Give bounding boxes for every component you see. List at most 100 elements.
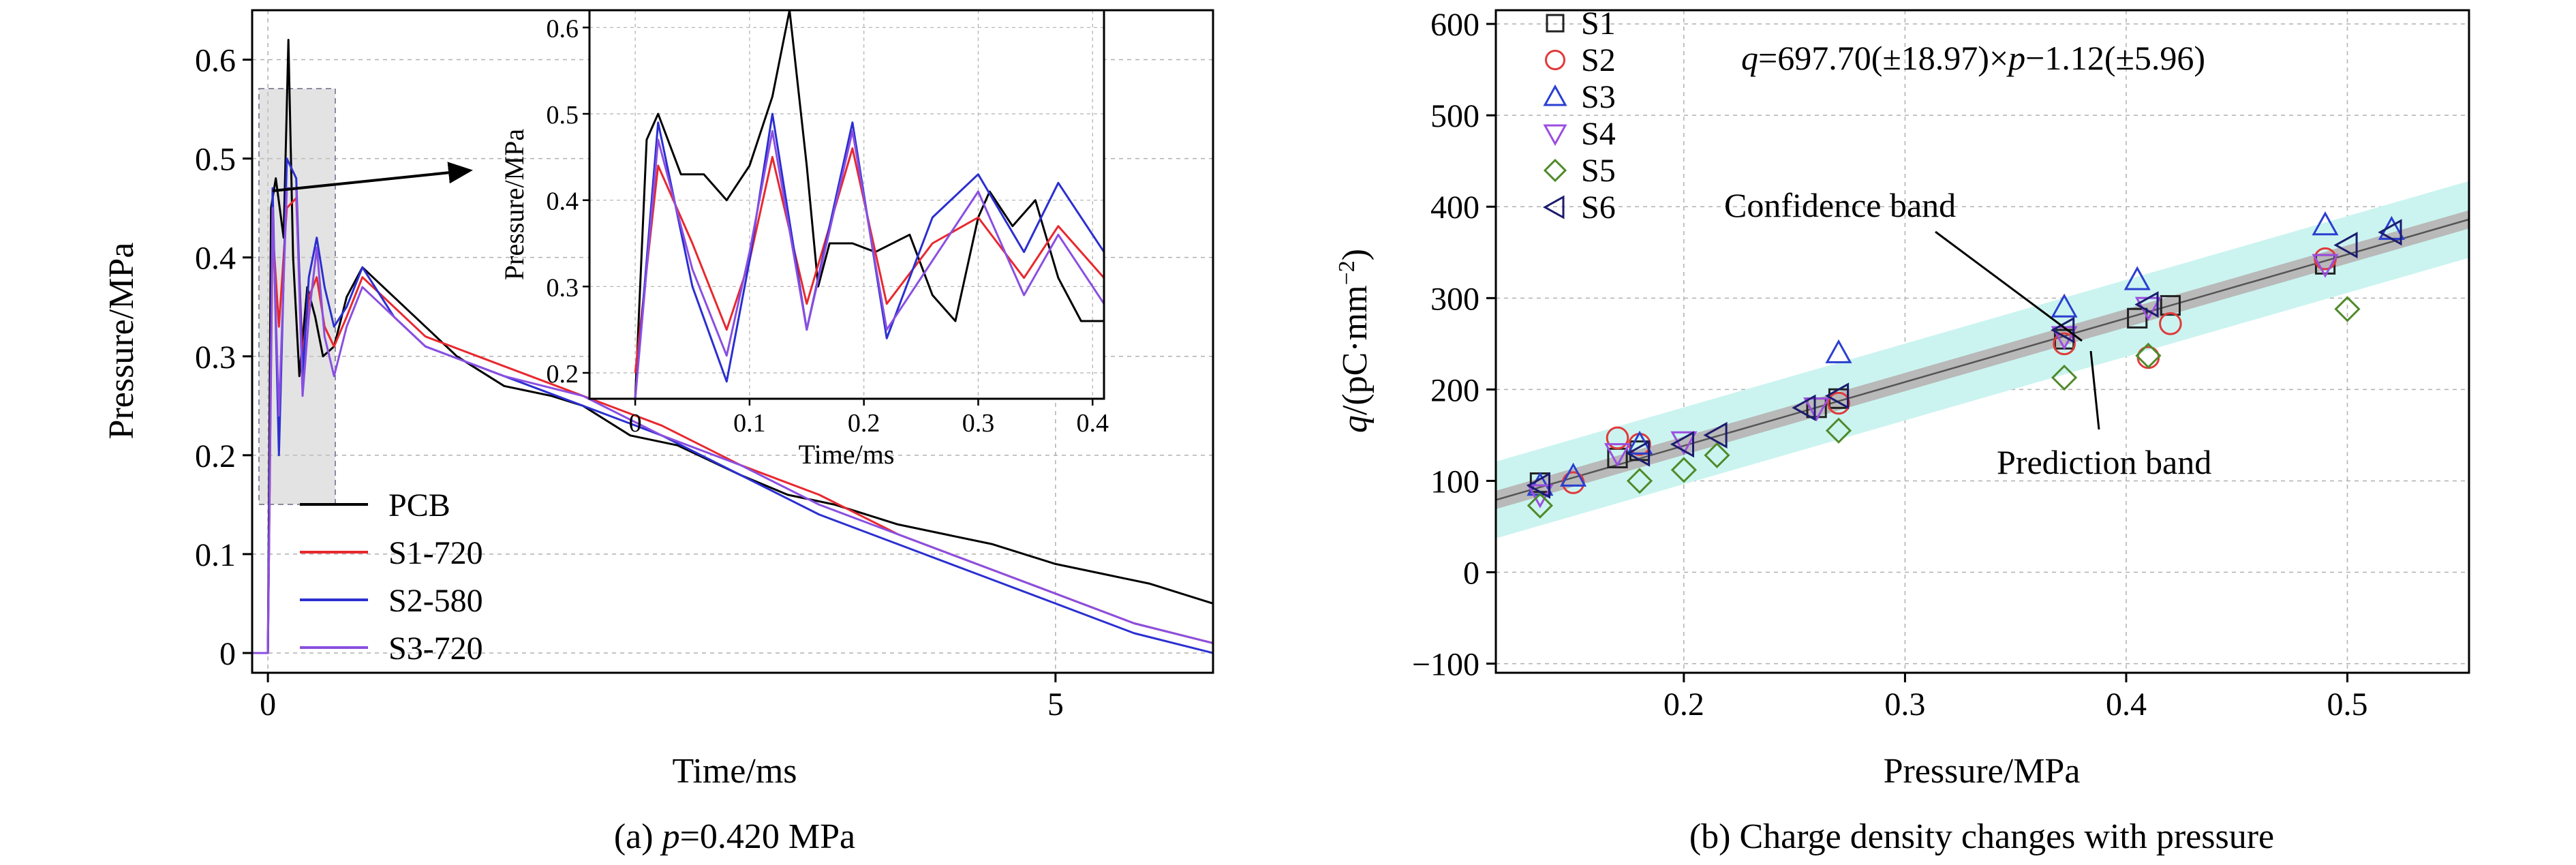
data-point-s2 [1606, 426, 1629, 450]
panel-a-caption: (a) p=0.420 MPa [614, 817, 855, 856]
inset-xtick-label: 0.1 [733, 409, 766, 438]
inset-xtick-label: 0.4 [1076, 409, 1109, 438]
panel-b-ytick-label: 600 [1430, 7, 1479, 43]
panel-b-xtick-label: 0.4 [2106, 686, 2147, 723]
inset-ytick-label: 0.5 [547, 101, 579, 130]
confidence-band-label: Confidence band [1724, 186, 1956, 224]
legend-label-s2-580: S2-580 [388, 583, 483, 619]
panel-a-y-axis-label: Pressure/MPa [102, 243, 141, 440]
fit-equation-p: p [2006, 39, 2025, 77]
data-point-s6 [2378, 219, 2402, 246]
panel-b-y-label-rest: /(pC·mm [1336, 285, 1375, 415]
panel-a-legend: PCB S1-720 S2-580 S3-720 [300, 487, 483, 667]
panel-b-bands [1495, 181, 2470, 538]
data-point-s4 [2312, 254, 2339, 278]
inset-ytick-label: 0.3 [547, 273, 579, 302]
data-point-s5 [1704, 442, 1730, 469]
inset-ytick-label: 0.2 [547, 360, 579, 389]
data-point-s6 [2051, 316, 2075, 344]
panel-b-y-axis-label: q/(pC·mm−2) [1334, 249, 1375, 433]
legend-marker-s5 [1543, 158, 1567, 183]
data-point-s3 [2051, 293, 2078, 318]
legend-label-s2: S2 [1581, 42, 1616, 78]
inset-ytick-label: 0.6 [547, 14, 579, 43]
panel-b-points [1526, 211, 2405, 519]
data-point-s5 [2334, 296, 2361, 322]
panel-b-y-label-var: q [1336, 415, 1375, 433]
panel-b-xtick-label: 0.2 [1663, 686, 1704, 723]
panel-a-ytick-label: 0.3 [195, 339, 236, 376]
data-point-s4 [1803, 397, 1830, 422]
inset-ytick-label: 0.4 [547, 187, 579, 216]
inset-y-axis-label: Pressure/MPa [499, 129, 530, 280]
data-point-s5 [1825, 417, 1852, 444]
data-point-s6 [1824, 382, 1850, 410]
inset-series-line-s3-720 [634, 130, 1105, 399]
inset-x-axis-label: Time/ms [799, 439, 895, 470]
panel-a-ytick-label: 0 [219, 636, 236, 672]
panel-a-xtick-label: 0 [260, 686, 276, 723]
data-point-s6 [1792, 394, 1816, 421]
legend-marker-s4 [1543, 124, 1567, 147]
data-point-s5 [1626, 468, 1653, 494]
legend-label-s4: S4 [1581, 116, 1616, 152]
inset-series [634, 9, 1105, 399]
panel-b-caption: (b) Charge density changes with pressure [1689, 817, 2274, 856]
panel-b-ytick-label: 500 [1430, 98, 1479, 134]
panel-a-ytick-label: 0.5 [195, 142, 236, 178]
data-point-s4 [1670, 431, 1698, 455]
inset-chart: 0.2 0.3 0.4 0.5 0.6 0 0.1 0.2 0.3 0.4 Pressure/MP… [499, 9, 1109, 470]
data-point-s5 [2051, 364, 2078, 391]
panel-b-xtick-label: 0.5 [2327, 686, 2368, 723]
inset-background [589, 10, 1104, 399]
panel-a-series [252, 39, 1214, 654]
legend-label-s1-720: S1-720 [388, 535, 483, 571]
panel-a-x-axis-label: Time/ms [672, 752, 797, 791]
data-point-s4 [1604, 443, 1631, 468]
legend-label-s6: S6 [1581, 189, 1616, 226]
legend-marker-s6 [1542, 195, 1565, 219]
panel-a-ytick-label: 0.1 [195, 537, 236, 573]
panel-a-ytick-label: 0.2 [195, 438, 236, 474]
panel-b-axis-ticks: −100 0 100 200 300 400 500 600 0.2 0.3 0.4 0.5 [1412, 7, 2368, 723]
panel-b-ytick-label: −100 [1412, 647, 1479, 683]
data-point-s1 [2127, 307, 2148, 329]
data-point-s3 [1825, 339, 1852, 363]
legend-marker-s1 [1546, 14, 1565, 33]
panel-a-caption-rest: =0.420 MPa [680, 817, 856, 856]
panel-a-ytick-label: 0.4 [195, 241, 236, 277]
panel-b-ytick-label: 200 [1430, 372, 1479, 408]
legend-label-s3: S3 [1581, 79, 1616, 115]
data-point-s2 [1827, 391, 1850, 415]
data-point-s6 [1625, 440, 1651, 467]
data-point-s6 [2333, 232, 2358, 259]
prediction-band-label: Prediction band [1997, 443, 2211, 481]
inset-series-line-pcb [634, 9, 1104, 399]
panel-b-xtick-label: 0.3 [1884, 686, 1925, 723]
panel-b-ytick-label: 100 [1430, 464, 1479, 500]
data-point-s6 [1526, 472, 1550, 499]
inset-xtick-label: 0.3 [962, 409, 995, 438]
panel-b-y-label-close: ) [1336, 249, 1375, 260]
panel-b-y-label-sup: −2 [1334, 260, 1360, 285]
panel-b-ytick-label: 0 [1463, 556, 1479, 592]
zoom-arrow [272, 162, 473, 192]
data-point-s3 [2123, 266, 2151, 290]
data-point-s3 [1560, 462, 1587, 487]
data-point-s6 [2134, 291, 2159, 318]
panel-b-grid [1496, 10, 2469, 673]
fit-equation-mid: =697.70(±18.97)× [1758, 39, 2008, 77]
legend-label-s1: S1 [1581, 5, 1616, 42]
panel-b-ytick-label: 400 [1430, 189, 1479, 226]
fit-line [1495, 218, 2470, 501]
data-point-s3 [2312, 211, 2339, 236]
fit-equation-tail: −1.12(±5.96) [2025, 39, 2205, 77]
panel-a-caption-prefix: (a) [614, 817, 662, 856]
legend-label-pcb: PCB [388, 487, 450, 523]
panel-a-ytick-label: 0.6 [195, 43, 236, 79]
prediction-band-pointer [2089, 350, 2100, 430]
panel-a-xtick-label: 5 [1047, 686, 1064, 723]
